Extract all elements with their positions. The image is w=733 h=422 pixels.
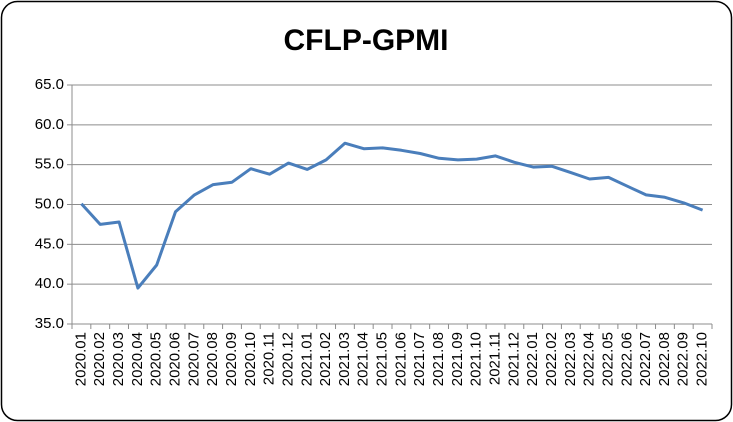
y-tick-label: 60.0 [35,116,64,133]
x-tick-label: 2021.06 [392,332,409,386]
x-tick-label: 2022.05 [599,332,616,386]
chart-title: CFLP-GPMI [284,24,449,57]
x-tick-label: 2022.01 [524,332,541,386]
y-tick-label: 55.0 [35,156,64,173]
x-tick-label: 2021.11 [486,332,503,385]
x-tick-label: 2021.12 [505,332,522,386]
x-tick-label: 2020.08 [204,332,221,386]
x-tick-label: 2022.06 [618,332,635,386]
x-tick-label: 2022.08 [656,332,673,386]
y-tick-label: 65.0 [35,76,64,93]
x-tick-label: 2021.02 [317,332,334,386]
x-tick-label: 2021.03 [336,332,353,386]
x-tick-label: 2020.04 [129,332,146,386]
x-tick-label: 2022.09 [675,332,692,386]
y-tick-label: 45.0 [35,235,64,252]
x-tick-label: 2022.04 [581,332,598,386]
x-tick-label: 2020.07 [185,332,202,386]
x-tick-label: 2022.07 [637,332,654,386]
x-tick-label: 2020.12 [279,332,296,386]
x-tick-label: 2021.05 [374,332,391,386]
y-tick-label: 50.0 [35,195,64,212]
x-tick-label: 2020.06 [166,332,183,386]
x-tick-label: 2021.04 [355,332,372,386]
x-tick-label: 2021.10 [468,332,485,386]
data-line [80,141,704,290]
x-tick-label: 2021.08 [430,332,447,386]
x-tick-label: 2020.02 [91,332,108,386]
y-tick-label: 35.0 [35,315,64,332]
x-tick-label: 2022.10 [694,332,711,386]
x-tick-label: 2021.07 [411,332,428,386]
y-tick-label: 40.0 [35,275,64,292]
x-tick-label: 2022.03 [562,332,579,386]
x-tick-label: 2021.01 [298,332,315,386]
x-tick-label: 2020.01 [72,332,89,386]
x-tick-label: 2020.03 [110,332,127,386]
x-tick-label: 2020.10 [242,332,259,386]
x-tick-label: 2022.02 [543,332,560,386]
x-tick-label: 2020.05 [148,332,165,386]
x-tick-label: 2021.09 [449,332,466,386]
x-tick-label: 2020.11 [261,332,278,385]
x-tick-label: 2020.09 [223,332,240,386]
